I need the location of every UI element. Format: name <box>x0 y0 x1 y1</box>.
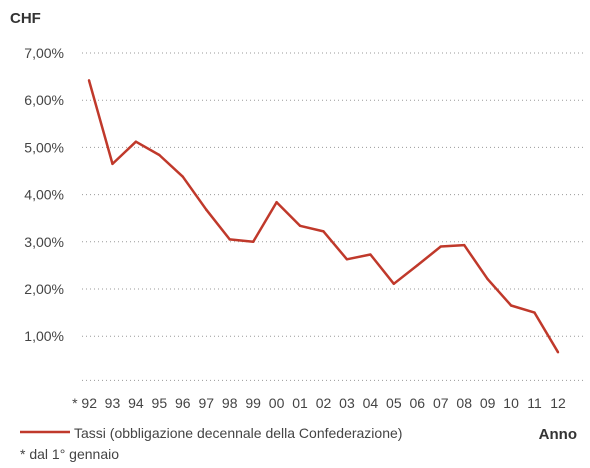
x-tick-label: 08 <box>456 395 472 411</box>
y-tick-label: 6,00% <box>24 92 64 108</box>
series-layer <box>87 79 560 354</box>
x-tick-label: 95 <box>152 395 168 411</box>
x-tick-label: 94 <box>128 395 144 411</box>
gridlines <box>82 52 584 381</box>
legend: Tassi (obbligazione decennale della Conf… <box>20 425 402 441</box>
data-point <box>439 245 442 248</box>
x-tick-label: 02 <box>316 395 332 411</box>
data-point <box>298 224 302 227</box>
data-point <box>87 79 91 82</box>
data-point <box>205 208 208 211</box>
y-tick-label: 4,00% <box>24 187 64 203</box>
x-tick-label: 97 <box>198 395 214 411</box>
x-tick-label: 99 <box>245 395 261 411</box>
data-point <box>181 175 184 178</box>
data-point <box>416 264 419 267</box>
currency-label: CHF <box>10 10 41 27</box>
data-point <box>158 153 161 157</box>
data-point <box>369 253 372 256</box>
y-tick-labels: 7,00% 6,00% 5,00% 4,00% 3,00% 2,00% 1,00% <box>24 45 64 344</box>
data-point <box>275 200 278 204</box>
x-tick-label: 11 <box>527 395 542 411</box>
x-tick-label: 12 <box>550 395 566 411</box>
x-tick-label: 10 <box>503 395 519 411</box>
data-point <box>463 243 466 247</box>
y-tick-label: 3,00% <box>24 234 64 250</box>
data-point <box>556 351 560 354</box>
data-point <box>533 311 536 314</box>
x-tick-label: 96 <box>175 395 191 411</box>
data-point <box>345 258 349 261</box>
y-tick-label: 5,00% <box>24 139 64 155</box>
x-tick-label: 09 <box>480 395 496 411</box>
data-point <box>392 282 396 286</box>
x-tick-labels: * 92 93 94 95 96 97 98 99 00 01 02 03 04 05 06 07 08 09 10… <box>72 395 566 411</box>
data-point <box>251 240 255 243</box>
series-line <box>87 80 560 353</box>
x-tick-label: 06 <box>410 395 426 411</box>
x-tick-label: 03 <box>339 395 355 411</box>
x-tick-label: 04 <box>363 395 379 411</box>
x-tick-label: 00 <box>269 395 285 411</box>
x-tick-label: 01 <box>292 395 308 411</box>
x-tick-label: 05 <box>386 395 402 411</box>
data-point <box>134 140 138 143</box>
footnote: * dal 1° gennaio <box>20 446 119 462</box>
data-point <box>111 162 114 166</box>
x-tick-label: 93 <box>105 395 121 411</box>
y-tick-label: 1,00% <box>24 328 64 344</box>
x-tick-label: * 92 <box>72 395 97 411</box>
data-point <box>228 238 231 241</box>
legend-label: Tassi (obbligazione decennale della Conf… <box>74 425 402 441</box>
y-tick-label: 7,00% <box>24 45 64 61</box>
x-axis-title: Anno <box>539 426 577 443</box>
data-point <box>509 304 513 307</box>
x-tick-label: 98 <box>222 395 238 411</box>
data-point <box>322 230 325 233</box>
data-point <box>486 277 489 281</box>
x-tick-label: 07 <box>433 395 449 411</box>
y-tick-label: 2,00% <box>24 281 64 297</box>
